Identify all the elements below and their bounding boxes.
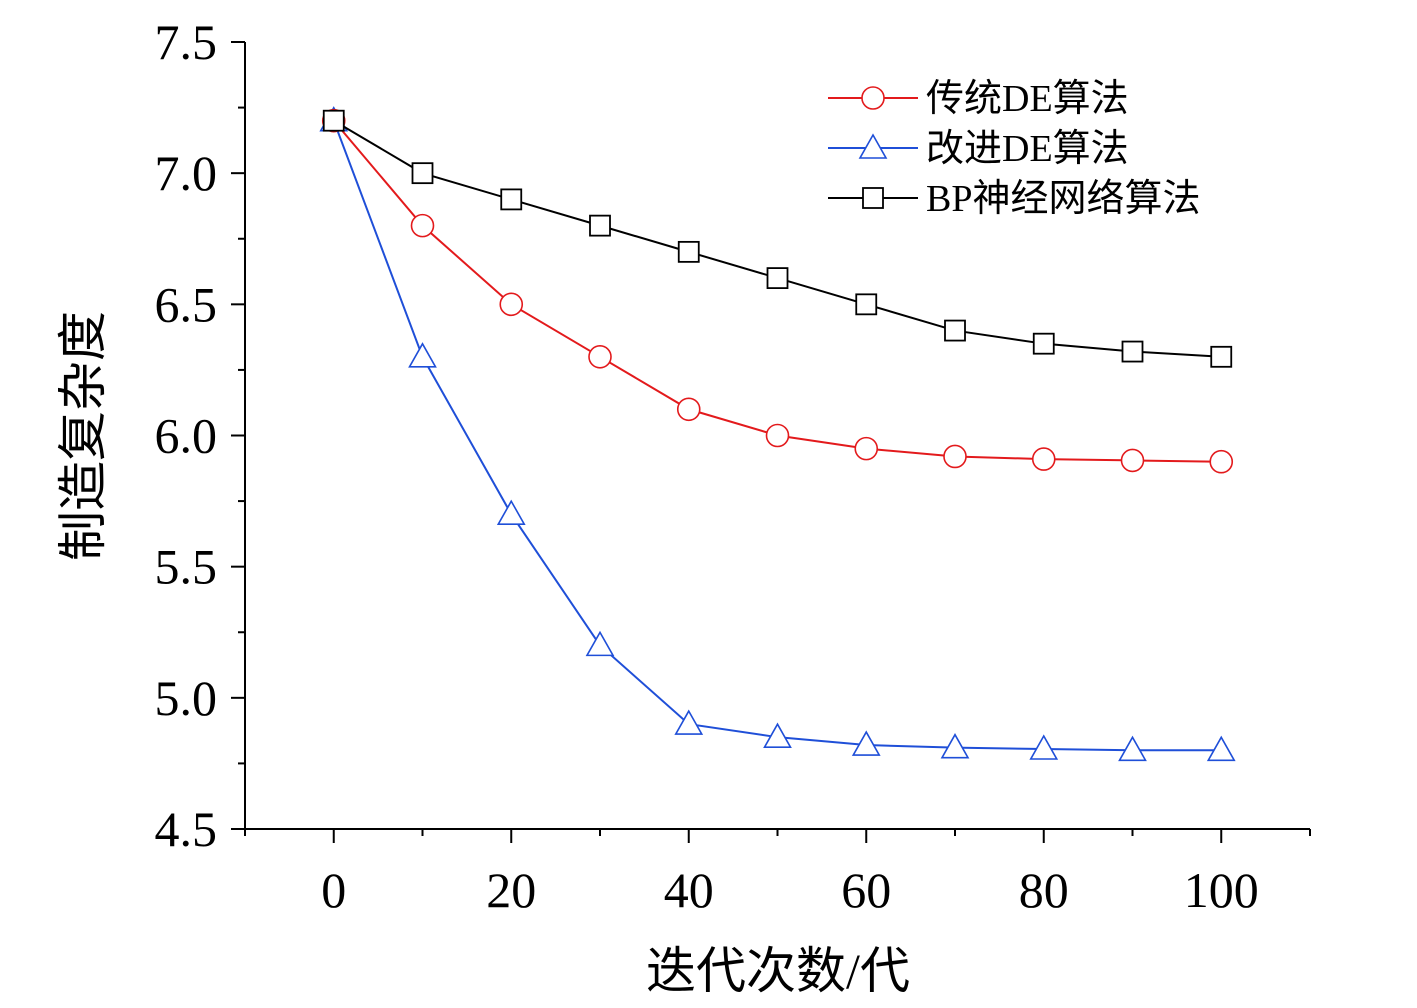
data-point — [1209, 449, 1234, 474]
y-tick-label: 5.0 — [155, 670, 218, 726]
data-point — [1029, 734, 1059, 760]
data-point — [1206, 735, 1236, 762]
data-point — [677, 240, 700, 263]
legend-item: BP神经网络算法 — [828, 178, 1200, 220]
data-point — [1210, 345, 1233, 368]
data-point — [940, 733, 970, 759]
y-tick-label: 5.5 — [155, 539, 218, 595]
legend-label: BP神经网络算法 — [926, 178, 1200, 220]
data-point — [411, 162, 434, 185]
data-point — [943, 444, 967, 469]
y-tick-label: 4.5 — [155, 801, 218, 857]
y-tick-label: 7.5 — [155, 14, 218, 70]
data-point — [410, 213, 435, 238]
legend-marker — [861, 86, 885, 110]
legend-label: 改进DE算法 — [926, 128, 1129, 170]
data-point — [855, 293, 878, 316]
legend-marker — [862, 187, 884, 209]
data-point — [499, 292, 524, 317]
y-axis-title: 制造复杂度 — [55, 311, 111, 561]
data-point — [1121, 340, 1144, 363]
x-tick-label: 40 — [664, 862, 714, 918]
data-point — [851, 730, 881, 756]
data-point — [496, 499, 526, 526]
data-point — [408, 342, 437, 368]
data-point — [766, 267, 789, 290]
data-point — [674, 709, 704, 735]
series-line — [332, 120, 1222, 463]
ticks: 4.5 5.0 5.5 6.0 6.5 7.0 7.5 0 20 40 60 80 100 — [155, 14, 1311, 918]
data-point — [1120, 448, 1145, 473]
data-point — [1031, 447, 1056, 471]
series-square — [322, 109, 1233, 368]
data-point — [588, 344, 612, 369]
x-tick-label: 0 — [321, 862, 346, 918]
data-point — [322, 109, 345, 132]
data-point — [765, 423, 790, 448]
data-point — [500, 188, 523, 211]
data-point — [585, 630, 615, 657]
legend-marker — [858, 133, 888, 159]
data-point — [676, 397, 701, 422]
series-circle — [321, 108, 1234, 474]
data-point — [1032, 332, 1055, 355]
legend-item: 传统DE算法 — [828, 78, 1129, 120]
series-group — [319, 106, 1236, 762]
data-point — [944, 319, 966, 342]
x-tick-label: 100 — [1184, 862, 1259, 918]
legend-label: 传统DE算法 — [926, 78, 1129, 120]
y-tick-label: 6.5 — [155, 276, 218, 332]
x-axis-title: 迭代次数/代 — [646, 943, 910, 999]
x-tick-label: 80 — [1019, 862, 1069, 918]
y-tick-label: 7.0 — [155, 145, 218, 201]
x-tick-label: 60 — [841, 862, 891, 918]
data-point — [1118, 735, 1147, 762]
data-point — [763, 722, 792, 748]
data-point — [589, 214, 611, 237]
data-point — [854, 436, 879, 461]
y-tick-label: 6.0 — [155, 408, 218, 464]
legend-item: 改进DE算法 — [828, 128, 1129, 170]
x-tick-label: 20 — [486, 862, 536, 918]
